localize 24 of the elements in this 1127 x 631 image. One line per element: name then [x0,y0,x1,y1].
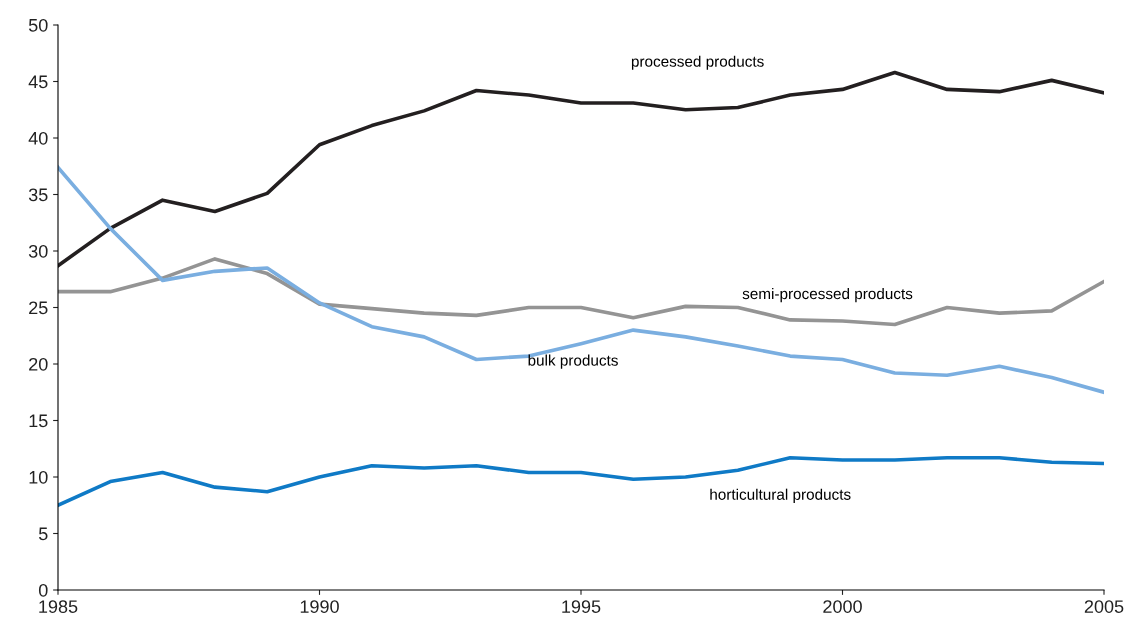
y-tick-label: 15 [29,414,48,428]
line-series [58,257,1104,327]
y-tick-label: 25 [29,301,48,315]
y-tick-label: 40 [28,131,48,145]
text: processed products [631,55,764,70]
series-label: horticultural products [710,488,851,503]
x-tick-label: 1985 [39,600,78,613]
y-tick-label: 10 [29,470,48,484]
y-tick-label: 0 [38,583,48,597]
y-tick-label: 30 [28,244,48,258]
x-tick-label: 1995 [562,600,601,613]
y-tick-label: 5 [38,527,48,541]
y-tick-label: 20 [29,357,48,371]
line-series [58,165,1104,395]
y-tick-label: 35 [28,188,48,202]
x-tick-label: 1990 [300,600,339,613]
line-series [58,70,1104,268]
series-label: semi-processed products [742,287,913,303]
x-tick-label: 2000 [823,600,862,613]
y-tick-label: 45 [28,75,48,89]
y-tick-label: 50 [28,18,48,32]
line-series [58,455,1104,508]
x-tick-label: 2005 [1084,600,1124,613]
series-label: bulk products [528,354,618,369]
